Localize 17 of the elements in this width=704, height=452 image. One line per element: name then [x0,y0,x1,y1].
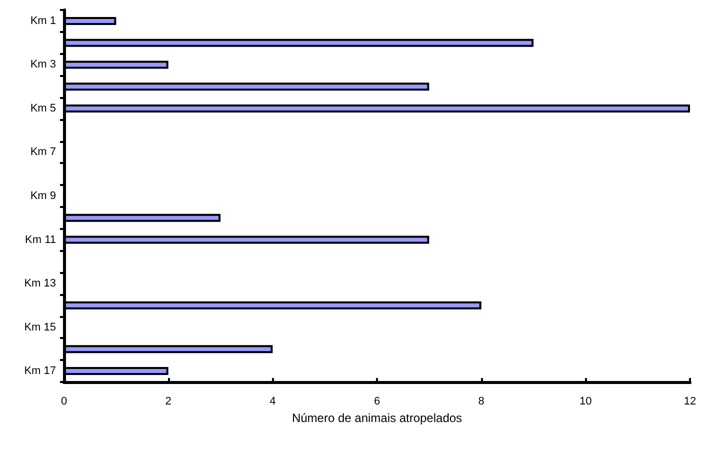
y-tick-label: Km 17 [24,365,56,378]
x-axis-title: Número de animais atropelados [292,411,462,425]
y-tick-label: Km 9 [30,190,56,202]
x-tick-label: 4 [270,396,276,408]
x-tick-label: 6 [374,396,380,408]
y-tick-label: Km 1 [30,14,56,27]
y-tick-label: Km 5 [30,102,56,114]
x-tick-label: 10 [580,396,592,408]
y-tick-label: Km 11 [25,234,56,246]
y-tick-label: Km 7 [30,146,56,158]
x-tick-label: 2 [165,396,172,408]
x-tick-label: 8 [478,396,484,408]
x-tick-label: 0 [60,396,68,408]
x-tick-label: 12 [684,396,696,408]
y-tick-label: Km 3 [30,58,56,71]
y-tick-label: Km 13 [24,278,56,290]
y-tick-label: Km 15 [24,321,56,334]
